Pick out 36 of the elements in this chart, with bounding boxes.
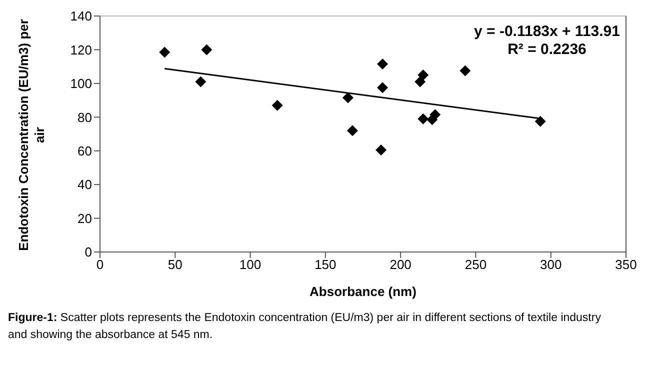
point bbox=[430, 109, 441, 120]
x-tick-label: 200 bbox=[390, 257, 412, 272]
point bbox=[346, 125, 358, 136]
x-axis-title: Absorbance (nm) bbox=[310, 284, 416, 299]
y-tick-label: 0 bbox=[84, 244, 92, 260]
point bbox=[377, 82, 388, 94]
point bbox=[159, 46, 170, 58]
y-tick-label: 80 bbox=[78, 110, 92, 125]
point bbox=[272, 100, 283, 111]
x-tick-label: 100 bbox=[239, 257, 262, 272]
y-tick-label: 20 bbox=[78, 210, 92, 226]
point bbox=[377, 58, 388, 70]
y-axis-title: Endotoxin Concentration (EU/m3) per air bbox=[16, 19, 47, 251]
point bbox=[460, 65, 471, 76]
point bbox=[418, 70, 429, 80]
point bbox=[376, 144, 387, 156]
y-tick-label: 120 bbox=[70, 42, 92, 58]
x-tick-label: 350 bbox=[615, 257, 637, 272]
y-tick-label: 140 bbox=[70, 8, 92, 24]
x-tick-label: 150 bbox=[314, 257, 336, 272]
x-tick-label: 250 bbox=[464, 257, 487, 272]
point bbox=[195, 76, 206, 88]
point bbox=[414, 76, 426, 88]
y-tick-label: 40 bbox=[78, 177, 92, 192]
point bbox=[534, 116, 546, 127]
x-tick-label: 300 bbox=[540, 257, 562, 272]
x-tick-label: 0 bbox=[96, 257, 104, 272]
text: Figure-1: Scatter plots represents the Endotoxin concentration (EU/m3) per air in different sections of textile industry and showing the absorbance at 545 nm. bbox=[8, 312, 601, 341]
point bbox=[201, 44, 212, 56]
y-tick-label: 60 bbox=[78, 143, 92, 158]
annotation: y = -0.1183x + 113.91 bbox=[474, 23, 620, 40]
point bbox=[418, 113, 429, 124]
annotation: R² = 0.2236 bbox=[508, 41, 586, 58]
x-tick-label: 50 bbox=[168, 257, 182, 272]
point bbox=[342, 92, 354, 104]
y-tick-label: 100 bbox=[70, 76, 92, 92]
